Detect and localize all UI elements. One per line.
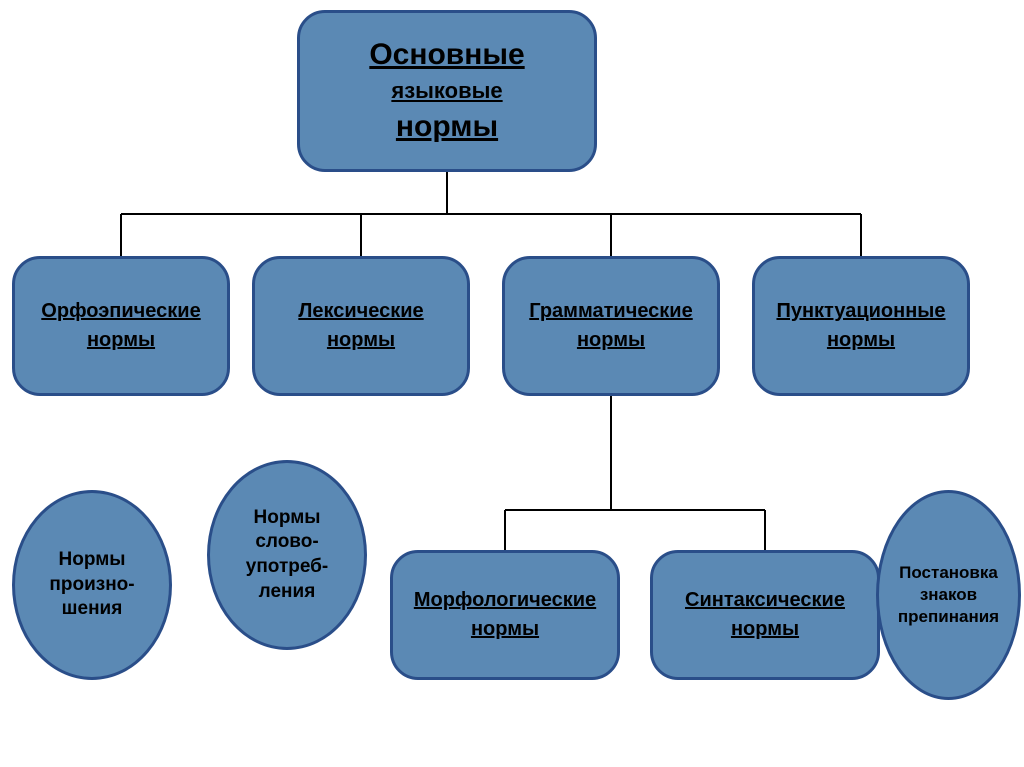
ellipse-e1: Нормыпроизно-шения [12, 490, 172, 680]
level2-line1: Орфоэпические [41, 300, 200, 323]
root-line1: Основные [369, 38, 524, 72]
ellipse-line: произно- [49, 573, 134, 598]
root-line3: нормы [396, 110, 498, 144]
ellipse-line: Постановка [899, 562, 998, 584]
ellipse-e3: Постановказнаковпрепинания [876, 490, 1021, 700]
level3-line1: Синтаксические [685, 589, 845, 612]
ellipse-line: шения [62, 597, 123, 622]
level3-node-mor: Морфологические нормы [390, 550, 620, 680]
ellipse-line: употреб- [246, 555, 328, 580]
level3-node-syn: Синтаксические нормы [650, 550, 880, 680]
level2-line2: нормы [827, 329, 895, 352]
level3-line1: Морфологические [414, 589, 596, 612]
level2-line1: Пунктуационные [776, 300, 945, 323]
level2-line2: нормы [327, 329, 395, 352]
root-line2: языковые [391, 78, 502, 104]
level2-node-orf: Орфоэпические нормы [12, 256, 230, 396]
level2-node-gra: Грамматические нормы [502, 256, 720, 396]
level2-node-lex: Лексические нормы [252, 256, 470, 396]
level2-line2: нормы [87, 329, 155, 352]
level2-line2: нормы [577, 329, 645, 352]
level3-line2: нормы [731, 618, 799, 641]
level2-line1: Лексические [298, 300, 423, 323]
ellipse-line: Нормы [59, 548, 126, 573]
ellipse-line: слово- [255, 530, 318, 555]
root-node: Основные языковые нормы [297, 10, 597, 172]
ellipse-line: препинания [898, 606, 999, 628]
ellipse-e2: Нормыслово-употреб-ления [207, 460, 367, 650]
ellipse-line: Нормы [254, 506, 321, 531]
level3-line2: нормы [471, 618, 539, 641]
level2-node-pun: Пунктуационные нормы [752, 256, 970, 396]
level2-line1: Грамматические [529, 300, 692, 323]
ellipse-line: знаков [920, 584, 977, 606]
ellipse-line: ления [259, 580, 316, 605]
